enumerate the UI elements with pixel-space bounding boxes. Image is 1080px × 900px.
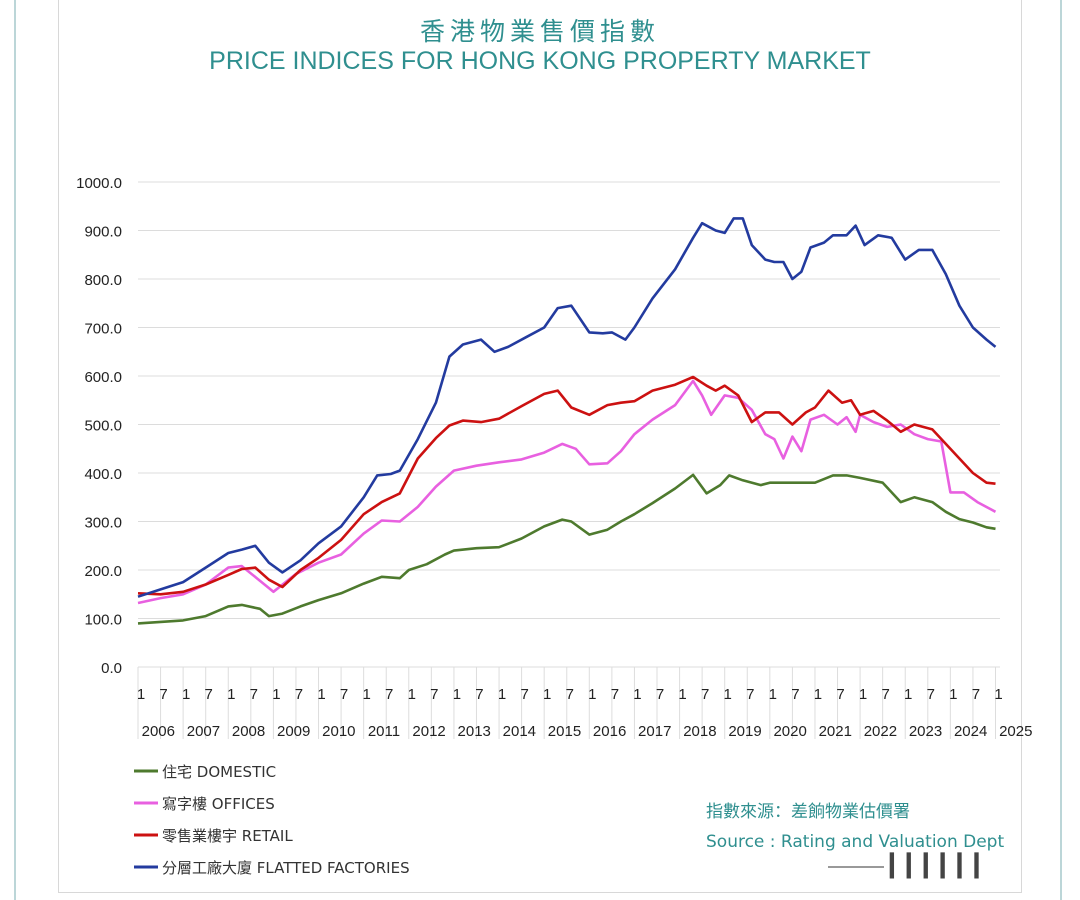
x-year-label: 2015 (548, 723, 581, 740)
x-month-tick-label: 1 (769, 686, 777, 703)
x-year-label: 2009 (277, 723, 310, 740)
x-year-label: 2024 (954, 723, 987, 740)
x-year-label: 2022 (864, 723, 897, 740)
x-month-tick-label: 7 (475, 686, 483, 703)
source-english: Source : Rating and Valuation Dept (706, 832, 1005, 852)
x-month-tick-label: 7 (205, 686, 213, 703)
x-year-label: 2023 (909, 723, 942, 740)
x-year-label: 2017 (638, 723, 671, 740)
x-month-tick-label: 1 (182, 686, 190, 703)
x-year-label: 2008 (232, 723, 265, 740)
legend-label: 分層工廠大廈 FLATTED FACTORIES (162, 859, 410, 877)
x-month-tick-label: 1 (949, 686, 957, 703)
x-year-label: 2021 (819, 723, 852, 740)
x-year-label: 2010 (322, 723, 355, 740)
y-tick-label: 700.0 (84, 321, 122, 338)
x-month-tick-label: 7 (746, 686, 754, 703)
series-line-0 (137, 473, 996, 625)
x-month-tick-label: 1 (859, 686, 867, 703)
x-month-tick-label: 7 (611, 686, 619, 703)
x-year-label: 2007 (187, 723, 220, 740)
x-month-tick-label: 1 (904, 686, 912, 703)
watermark-bars: ▎▎▎▎▎▎ (890, 854, 992, 879)
x-year-label: 2011 (368, 723, 400, 740)
series-line-3 (137, 217, 997, 598)
y-tick-label: 500.0 (84, 418, 122, 435)
x-year-label: 2012 (412, 723, 445, 740)
y-tick-label: 200.0 (84, 563, 122, 580)
outer-frame (14, 0, 1062, 900)
x-month-tick-label: 7 (791, 686, 799, 703)
x-month-tick-label: 1 (678, 686, 686, 703)
x-month-tick-label: 7 (927, 686, 935, 703)
x-month-tick-label: 7 (520, 686, 528, 703)
chart-title-english: PRICE INDICES FOR HONG KONG PROPERTY MAR… (209, 47, 871, 75)
source-note: 指數來源：差餉物業估價署 Source : Rating and Valuati… (706, 797, 1004, 857)
y-tick-label: 0.0 (101, 660, 122, 677)
x-month-tick-label: 7 (656, 686, 664, 703)
x-month-tick-label: 7 (836, 686, 844, 703)
x-month-tick-label: 7 (159, 686, 167, 703)
x-month-tick-label: 7 (340, 686, 348, 703)
x-month-tick-label: 1 (408, 686, 416, 703)
x-month-tick-label: 1 (317, 686, 325, 703)
x-month-tick-label: 1 (994, 686, 1002, 703)
y-tick-label: 600.0 (84, 369, 122, 386)
x-month-tick-label: 1 (137, 686, 145, 703)
legend-label: 寫字樓 OFFICES (162, 795, 275, 813)
y-axis-ticks: 0.0 100.0 200.0 300.0 400.0 500.0 600.0 700.0 80… (76, 175, 122, 677)
x-year-label: 2006 (142, 723, 175, 740)
legend-label: 住宅 DOMESTIC (162, 763, 276, 781)
chart-title-chinese: 香港物業售價指數 (419, 17, 660, 46)
y-tick-label: 900.0 (84, 224, 122, 241)
x-month-tick-label: 1 (543, 686, 551, 703)
chart-panel (58, 0, 1022, 893)
x-month-tick-label: 7 (566, 686, 574, 703)
x-month-tick-label: 7 (881, 686, 889, 703)
x-year-label: 2025 (999, 723, 1032, 740)
x-month-tick-label: 7 (972, 686, 980, 703)
x-year-label: 2016 (593, 723, 626, 740)
x-year-label: 2019 (728, 723, 761, 740)
series-line-1 (137, 379, 997, 605)
x-month-tick-label: 7 (701, 686, 709, 703)
x-year-label: 2013 (458, 723, 491, 740)
legend-label: 零售業樓宇 RETAIL (162, 827, 293, 845)
x-month-tick-label: 1 (272, 686, 280, 703)
x-month-tick-label: 1 (633, 686, 641, 703)
x-month-tick-label: 7 (250, 686, 258, 703)
series-lines (137, 217, 997, 625)
gridlines (137, 181, 1000, 739)
y-tick-label: 400.0 (84, 466, 122, 483)
x-month-tick-label: 1 (814, 686, 822, 703)
x-year-label: 2020 (773, 723, 806, 740)
x-month-tick-label: 1 (362, 686, 370, 703)
x-month-tick-label: 1 (227, 686, 235, 703)
y-tick-label: 1000.0 (76, 175, 122, 192)
x-year-label: 2018 (683, 723, 716, 740)
y-tick-label: 300.0 (84, 515, 122, 532)
x-month-tick-label: 1 (588, 686, 596, 703)
x-year-label: 2014 (503, 723, 536, 740)
x-month-tick-label: 1 (724, 686, 732, 703)
x-month-tick-label: 1 (453, 686, 461, 703)
y-tick-label: 800.0 (84, 272, 122, 289)
watermark-dash (828, 866, 884, 868)
x-month-tick-label: 7 (385, 686, 393, 703)
series-line-2 (137, 375, 996, 596)
x-month-tick-label: 1 (498, 686, 506, 703)
source-chinese: 指數來源：差餉物業估價署 (706, 802, 910, 822)
x-month-tick-label: 7 (295, 686, 303, 703)
x-axis-ticks: 1 7 1 7 1 7 1 7 1 7 1 7 1 7 1 7 1 7 1 7 1 7 1 7 1 7 1 7 1 7 1 7 1 7 1 7 1 7 12… (137, 686, 1033, 740)
legend: 住宅 DOMESTIC 寫字樓 OFFICES 零售業樓宇 RETAIL 分層工廠大廈… (134, 763, 410, 877)
y-tick-label: 100.0 (84, 612, 122, 629)
x-month-tick-label: 7 (430, 686, 438, 703)
